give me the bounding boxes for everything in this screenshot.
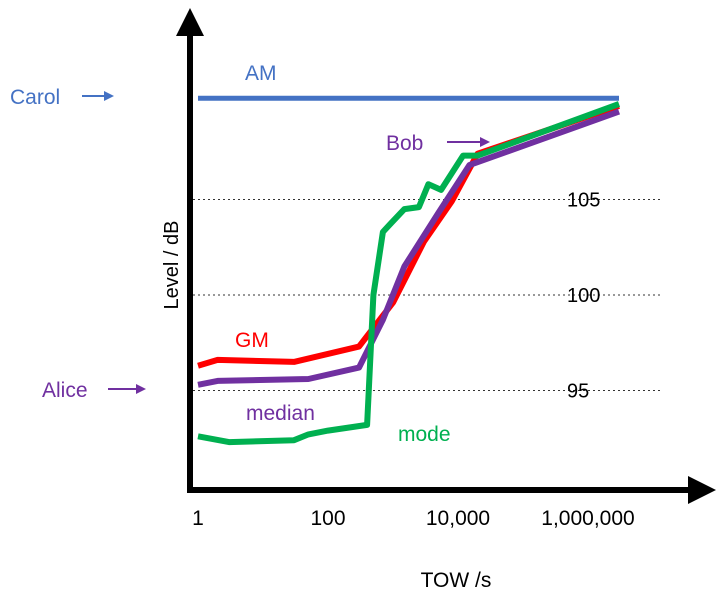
series-label-mode: mode (398, 423, 451, 446)
x-axis-label: TOW /s (421, 569, 492, 590)
arrow-icon (447, 137, 490, 147)
gridline-label: 105 (567, 190, 600, 212)
series-label-median: median (246, 402, 315, 425)
series-label-am: AM (245, 62, 277, 85)
y-axis-arrowhead (176, 8, 204, 36)
gridlines: 105 100 95 (193, 190, 662, 403)
arrow-icon (82, 91, 114, 101)
annotation-carol: Carol (10, 86, 60, 109)
series-line-mode (197, 101, 621, 446)
series-lines (197, 95, 621, 446)
gridline-label: 95 (567, 381, 589, 403)
gridline-label: 100 (567, 285, 600, 307)
y-axis-label: Level / dB (161, 221, 183, 310)
labels: Level / dB TOW /s AM GM median mode Caro… (10, 62, 491, 590)
x-tick-label: 1 (192, 507, 204, 530)
x-tick-label: 10,000 (426, 507, 490, 530)
series-label-gm: GM (235, 329, 269, 352)
arrow-icon (108, 384, 146, 394)
annotation-bob: Bob (386, 132, 423, 155)
axes: 1 100 10,000 1,000,000 (176, 8, 716, 530)
x-tick-label: 100 (310, 507, 345, 530)
x-tick-label: 1,000,000 (541, 507, 634, 530)
annotation-alice: Alice (42, 379, 88, 402)
series-line-median (197, 108, 621, 388)
x-axis-arrowhead (688, 476, 716, 504)
